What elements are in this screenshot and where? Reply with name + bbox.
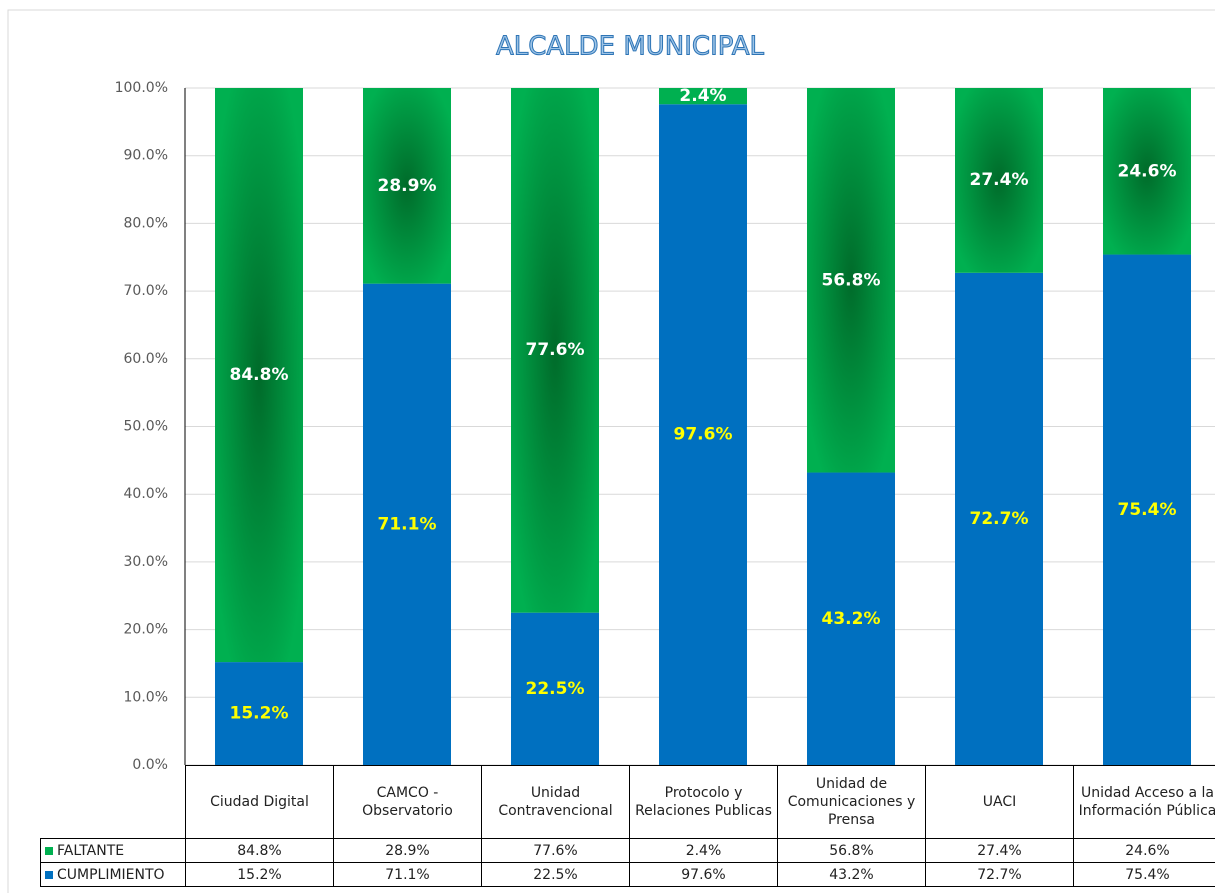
table-text: 27.4% (977, 842, 1022, 859)
table-text: 72.7% (977, 866, 1022, 883)
table-text: 56.8% (829, 842, 874, 859)
table-cell: 71.1% (333, 862, 482, 887)
chart-frame (7, 9, 1215, 893)
table-text: 24.6% (1125, 842, 1170, 859)
bar-segment (215, 88, 303, 663)
y-tick-label: 20.0% (124, 622, 168, 638)
table-cell: Unidad Acceso a la Información Pública (1073, 765, 1215, 839)
table-cell: 75.4% (1073, 862, 1215, 887)
table-text: 43.2% (829, 866, 874, 883)
table-text: 84.8% (237, 842, 282, 859)
value-label: 15.2% (230, 704, 289, 724)
table-cell: Unidad de Comunicaciones y Prensa (777, 765, 926, 839)
table-cell: 72.7% (925, 862, 1074, 887)
table-text: Protocolo y Relaciones Publicas (635, 785, 772, 819)
table-text: 2.4% (685, 842, 722, 859)
table-text: Ciudad Digital (210, 794, 309, 810)
table-text: Unidad Contravencional (498, 785, 613, 819)
table-cell: 28.9% (333, 838, 482, 863)
value-label: 97.6% (674, 425, 733, 445)
bar-segment (659, 88, 747, 105)
y-tick-label: 40.0% (124, 486, 168, 502)
table-cell: 27.4% (925, 838, 1074, 863)
y-tick-label: 60.0% (124, 351, 168, 367)
bar-segment (1103, 88, 1191, 255)
y-tick-label: 10.0% (124, 689, 168, 705)
value-label: 56.8% (822, 270, 881, 290)
bar-segment (363, 283, 451, 765)
bar-segment (955, 272, 1043, 765)
table-text: Unidad Acceso a la Información Pública (1078, 785, 1215, 819)
value-label: 84.8% (230, 365, 289, 385)
table-cell: CUMPLIMIENTO (40, 862, 186, 887)
legend-key (45, 870, 53, 879)
value-label: 71.1% (378, 514, 437, 534)
value-label: 43.2% (822, 609, 881, 629)
table-text: 28.9% (385, 842, 430, 859)
y-tick-label: 50.0% (124, 419, 168, 435)
legend-label: FALTANTE (57, 842, 125, 859)
value-label: 27.4% (970, 170, 1029, 190)
bar-segment (511, 612, 599, 765)
table-text: 15.2% (237, 866, 282, 883)
value-label: 77.6% (526, 340, 585, 360)
y-tick-label: 80.0% (124, 215, 168, 231)
chart-title: ALCALDE MUNICIPAL (496, 32, 765, 62)
bar-segment (1103, 254, 1191, 765)
table-cell: Ciudad Digital (185, 765, 334, 839)
table-cell: Protocolo y Relaciones Publicas (629, 765, 778, 839)
legend-key (45, 846, 53, 855)
table-cell: 24.6% (1073, 838, 1215, 863)
table-cell: Unidad Contravencional (481, 765, 630, 839)
table-text: Unidad de Comunicaciones y Prensa (787, 776, 916, 828)
table-cell: 2.4% (629, 838, 778, 863)
table-cell: 77.6% (481, 838, 630, 863)
bar-segment (807, 472, 895, 765)
bar-segment (215, 662, 303, 765)
y-tick-label: 70.0% (124, 283, 168, 299)
bar-segment (511, 88, 599, 613)
table-text: 71.1% (385, 866, 430, 883)
bar-segment (659, 104, 747, 765)
table-cell: 56.8% (777, 838, 926, 863)
table-text: 97.6% (681, 866, 726, 883)
table-text: 77.6% (533, 842, 578, 859)
table-cell: CAMCO - Observatorio (333, 765, 482, 839)
table-cell: 43.2% (777, 862, 926, 887)
y-tick-label: 90.0% (124, 148, 168, 164)
y-tick-label: 100.0% (115, 80, 168, 96)
value-label: 22.5% (526, 679, 585, 699)
table-text: 22.5% (533, 866, 578, 883)
table-cell: 15.2% (185, 862, 334, 887)
value-label: 24.6% (1118, 161, 1177, 181)
value-label: 2.4% (679, 86, 726, 106)
legend-label: CUMPLIMIENTO (57, 866, 165, 883)
table-cell: FALTANTE (40, 838, 186, 863)
table-cell: UACI (925, 765, 1074, 839)
value-label: 28.9% (378, 176, 437, 196)
table-text: CAMCO - Observatorio (362, 785, 453, 819)
table-cell: 97.6% (629, 862, 778, 887)
bar-segment (955, 88, 1043, 273)
y-tick-label: 0.0% (132, 757, 168, 773)
plot-area (215, 88, 1191, 765)
table-text: UACI (982, 794, 1017, 810)
table-text: 75.4% (1125, 866, 1170, 883)
bar-segment (363, 88, 451, 284)
value-label: 75.4% (1118, 500, 1177, 520)
bar-segment (807, 88, 895, 473)
y-tick-label: 30.0% (124, 554, 168, 570)
table-cell: 84.8% (185, 838, 334, 863)
value-label: 72.7% (970, 509, 1029, 529)
table-cell: 22.5% (481, 862, 630, 887)
